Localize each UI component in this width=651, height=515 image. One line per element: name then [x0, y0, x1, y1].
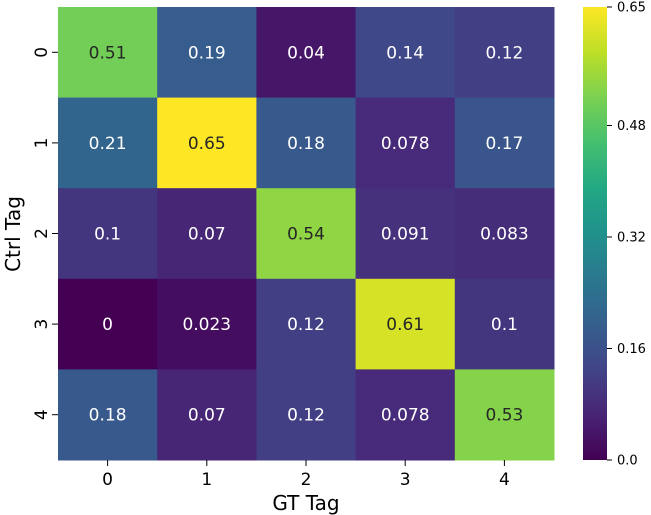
- cell-value-label: 0.078: [381, 134, 430, 154]
- cell-value-label: 0.12: [485, 43, 523, 63]
- x-axis-label: GT Tag: [272, 491, 339, 515]
- heatmap-cell: [454, 7, 555, 99]
- cell-value-label: 0.091: [381, 225, 430, 245]
- cell-value-label: 0.51: [89, 43, 127, 63]
- x-axis: 0 1 2 3 4: [102, 460, 510, 490]
- colorbar-ticks: 0.0 0.16 0.32 0.48 0.65: [607, 1, 646, 469]
- heatmap-cell: [355, 97, 456, 189]
- x-tick-label: 3: [400, 470, 411, 490]
- cell-value-label: 0.12: [287, 315, 325, 335]
- cell-value-label: 0.53: [485, 406, 523, 426]
- heatmap-cell: [256, 97, 357, 189]
- heatmap-cell: [355, 188, 456, 280]
- colorbar-tick-label: 0.48: [617, 119, 646, 134]
- cell-value-label: 0.04: [287, 43, 325, 63]
- y-tick-label: 0: [32, 47, 52, 58]
- colorbar-tick-label: 0.16: [617, 342, 646, 357]
- heatmap-cell: [454, 369, 555, 461]
- cell-value-label: 0.54: [287, 225, 325, 245]
- y-tick-label: 4: [32, 409, 52, 420]
- y-tick-label: 3: [32, 319, 52, 330]
- x-tick-label: 0: [102, 470, 113, 490]
- x-tick-label: 2: [301, 470, 312, 490]
- cell-value-label: 0.18: [89, 406, 127, 426]
- cell-value-label: 0: [102, 315, 113, 335]
- y-axis-label: Ctrl Tag: [1, 196, 25, 272]
- heatmap-cell: [454, 97, 555, 189]
- heatmap-cell: [157, 369, 257, 461]
- heatmap-cell: [157, 97, 257, 189]
- cell-annotations: 0.51 0.19 0.04 0.14 0.12 0.21 0.65 0.18 0.078 0.1…: [89, 43, 529, 425]
- heatmap-cell: [58, 97, 158, 189]
- heatmap-cell: [454, 278, 555, 370]
- heatmap-cell: [157, 188, 257, 280]
- heatmap-cell: [58, 369, 158, 461]
- cell-value-label: 0.078: [381, 406, 430, 426]
- heatmap-cell: [256, 278, 357, 370]
- cell-value-label: 0.07: [188, 225, 226, 245]
- heatmap-cell: [454, 188, 555, 280]
- y-tick-label: 1: [32, 137, 52, 148]
- heatmap-cell: [256, 188, 357, 280]
- cell-value-label: 0.12: [287, 406, 325, 426]
- cell-value-label: 0.61: [386, 315, 424, 335]
- cell-value-label: 0.65: [188, 134, 226, 154]
- cell-value-label: 0.083: [480, 225, 529, 245]
- heatmap-cells: [58, 7, 555, 461]
- heatmap-cell: [355, 7, 456, 99]
- colorbar-tick-label: 0.0: [617, 454, 638, 469]
- cell-value-label: 0.07: [188, 406, 226, 426]
- y-tick-label: 2: [32, 228, 52, 239]
- heatmap-cell: [157, 7, 257, 99]
- cell-value-label: 0.1: [94, 225, 121, 245]
- cell-value-label: 0.17: [485, 134, 523, 154]
- colorbar-tick-label: 0.32: [617, 230, 646, 245]
- y-axis: 0 1 2 3 4: [32, 47, 58, 420]
- heatmap-cell: [355, 369, 456, 461]
- heatmap-cell: [355, 278, 456, 370]
- cell-value-label: 0.19: [188, 43, 226, 63]
- x-tick-label: 4: [499, 470, 510, 490]
- heatmap-cell: [256, 369, 357, 461]
- cell-value-label: 0.21: [89, 134, 127, 154]
- cell-value-label: 0.18: [287, 134, 325, 154]
- cell-value-label: 0.023: [182, 315, 231, 335]
- colorbar: [583, 7, 607, 460]
- colorbar-tick-label: 0.65: [617, 1, 646, 16]
- x-tick-label: 1: [201, 470, 212, 490]
- heatmap-cell: [157, 278, 257, 370]
- heatmap-cell: [58, 188, 158, 280]
- heatmap-cell: [58, 278, 158, 370]
- heatmap-cell: [58, 7, 158, 99]
- cell-value-label: 0.1: [491, 315, 518, 335]
- cell-value-label: 0.14: [386, 43, 424, 63]
- heatmap-cell: [256, 7, 357, 99]
